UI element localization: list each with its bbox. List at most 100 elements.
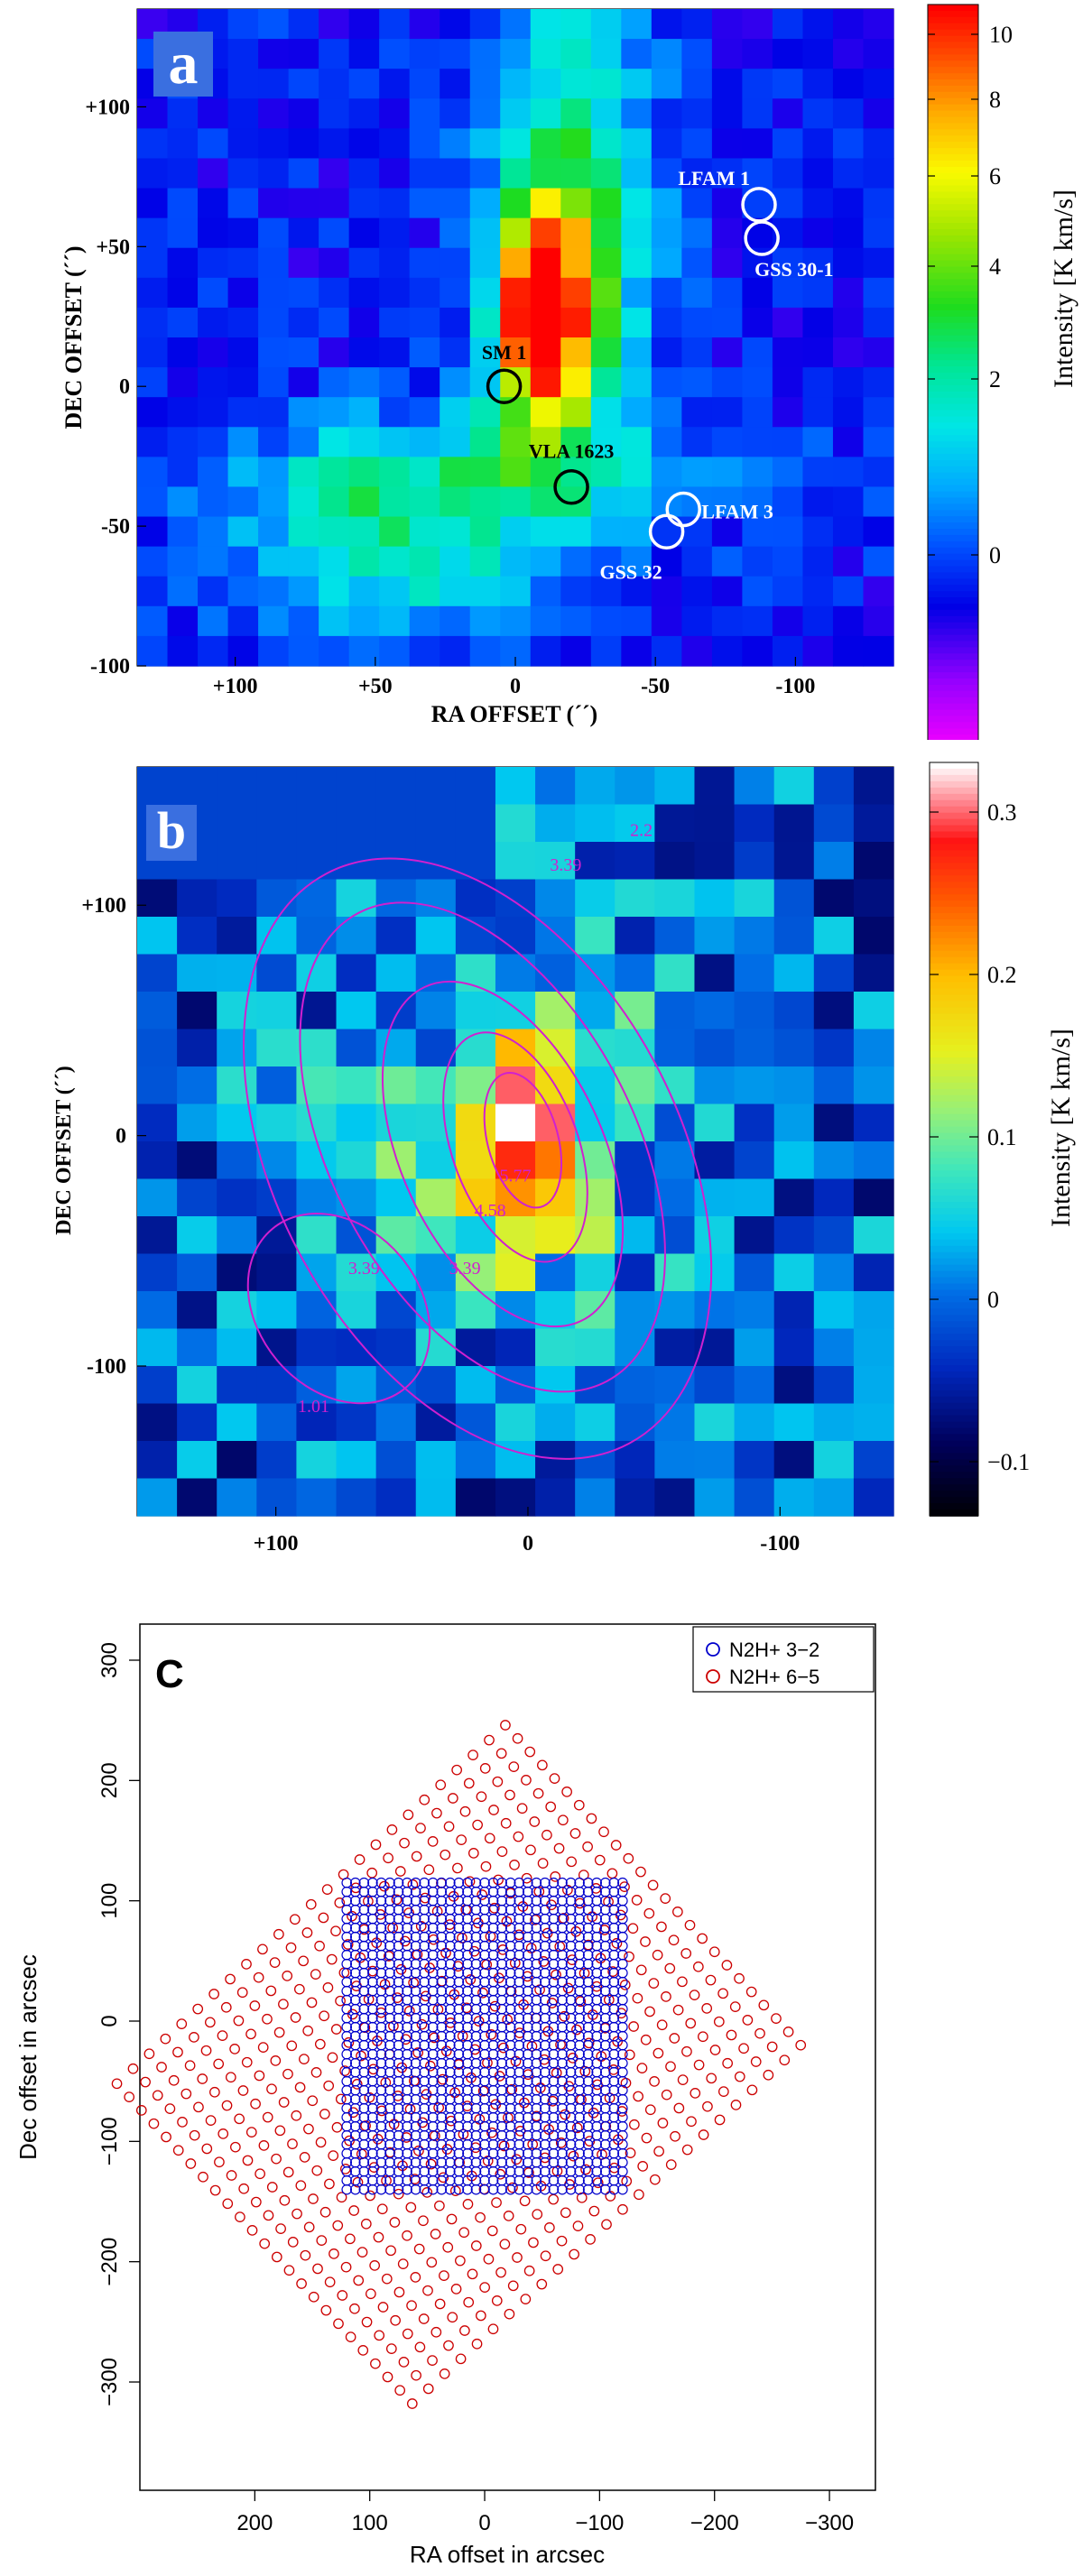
heatmap-cell — [694, 1253, 736, 1292]
heatmap-cell — [379, 486, 411, 518]
series-red-point — [544, 2222, 555, 2233]
series-red-point — [402, 2328, 413, 2340]
heatmap-cell — [469, 277, 501, 309]
series-red-point — [496, 1846, 508, 1857]
series-red-point — [265, 1985, 277, 1997]
heatmap-cell — [177, 1441, 218, 1480]
series-red-point — [373, 2231, 384, 2243]
series-red-point — [271, 2251, 282, 2263]
heatmap-cell — [469, 69, 501, 99]
heatmap-cell — [137, 546, 169, 577]
colorbar-segment — [928, 129, 978, 137]
heatmap-cell — [813, 804, 855, 843]
source-marker — [486, 368, 523, 404]
series-red-point — [220, 2001, 232, 2013]
series-red-point — [640, 2034, 652, 2045]
heatmap-cell — [590, 188, 622, 219]
series-red-point — [347, 1910, 357, 1922]
heatmap-cell — [694, 1478, 736, 1517]
colorbar-segment — [928, 241, 978, 249]
series-red-point — [471, 2338, 483, 2350]
colorbar-segment — [928, 335, 978, 343]
heatmap-cell — [654, 992, 696, 1030]
heatmap-cell — [694, 804, 736, 843]
series-red-point — [340, 2261, 352, 2273]
colorbar-segment — [930, 1510, 978, 1517]
heatmap-cell — [694, 767, 736, 806]
heatmap-cell — [535, 1478, 576, 1517]
heatmap-cell — [742, 576, 773, 607]
heatmap-cell — [469, 128, 501, 160]
colorbar-segment — [930, 1472, 978, 1480]
heatmap-cell — [469, 39, 501, 69]
colorbar-segment — [930, 1076, 978, 1084]
series-red-point — [333, 2318, 344, 2330]
colorbar-segment — [928, 653, 978, 661]
colorbar-tick-label: 0 — [989, 542, 1001, 568]
heatmap-cell — [590, 98, 622, 129]
heatmap-cell — [227, 39, 259, 69]
heatmap-cell — [621, 247, 653, 279]
series-red-point — [405, 2202, 417, 2213]
series-red-point — [269, 1957, 281, 1968]
colorbar-segment — [930, 963, 978, 971]
heatmap-cell — [288, 217, 319, 249]
series-red-point — [193, 2101, 204, 2113]
heatmap-cell — [813, 917, 855, 956]
heatmap-cell — [575, 1441, 616, 1480]
heatmap-cell — [711, 128, 743, 160]
heatmap-cell — [711, 307, 743, 338]
heatmap-cell — [256, 1103, 298, 1142]
series-red-point — [472, 1819, 483, 1831]
colorbar-segment — [928, 534, 978, 542]
heatmap-cell — [734, 1291, 775, 1330]
heatmap-cell — [296, 767, 338, 806]
heatmap-cell — [621, 337, 653, 368]
heatmap-cell — [560, 367, 592, 398]
series-red-point — [652, 1949, 663, 1961]
colorbar-segment — [928, 491, 978, 499]
series-red-point — [319, 2010, 329, 2022]
series-red-point — [245, 2127, 257, 2137]
heatmap-cell — [379, 98, 411, 129]
heatmap-cell — [198, 158, 229, 189]
heatmap-cell — [863, 576, 894, 607]
heatmap-cell — [440, 367, 471, 398]
heatmap-cell — [560, 128, 592, 160]
colorbar-segment — [930, 919, 978, 927]
panel-a-heatmap — [137, 9, 894, 667]
colorbar-segment — [930, 1427, 978, 1436]
heatmap-cell — [415, 1291, 457, 1330]
heatmap-cell — [832, 457, 865, 488]
heatmap-cell — [694, 1066, 736, 1105]
series-red-point — [521, 1872, 532, 1884]
heatmap-cell — [772, 98, 804, 129]
colorbar-segment — [928, 628, 978, 636]
series-red-point — [345, 2233, 356, 2245]
heatmap-cell — [681, 605, 713, 637]
panel-a-ylabel: DEC OFFSET (´´) — [60, 245, 87, 429]
colorbar-segment — [930, 812, 978, 820]
colorbar-segment — [930, 900, 978, 908]
series-red-point — [713, 2016, 725, 2027]
colorbar-segment — [928, 559, 978, 568]
heatmap-cell — [711, 546, 743, 577]
heatmap-cell — [681, 69, 713, 99]
series-red-point — [301, 1927, 313, 1938]
heatmap-cell — [336, 1403, 377, 1442]
heatmap-cell — [772, 397, 804, 428]
heatmap-cell — [560, 546, 592, 577]
series-red-point — [529, 1816, 541, 1827]
series-red-point — [448, 1793, 458, 1804]
heatmap-cell — [379, 247, 411, 279]
series-red-point — [532, 1787, 544, 1799]
heatmap-cell — [711, 605, 743, 637]
heatmap-cell — [590, 635, 622, 667]
series-red-point — [332, 2220, 344, 2231]
heatmap-cell — [772, 69, 804, 99]
heatmap-cell — [853, 1253, 894, 1292]
heatmap-cell — [734, 1066, 775, 1105]
heatmap-cell — [348, 128, 380, 160]
heatmap-cell — [694, 879, 736, 918]
heatmap-cell — [258, 307, 290, 338]
